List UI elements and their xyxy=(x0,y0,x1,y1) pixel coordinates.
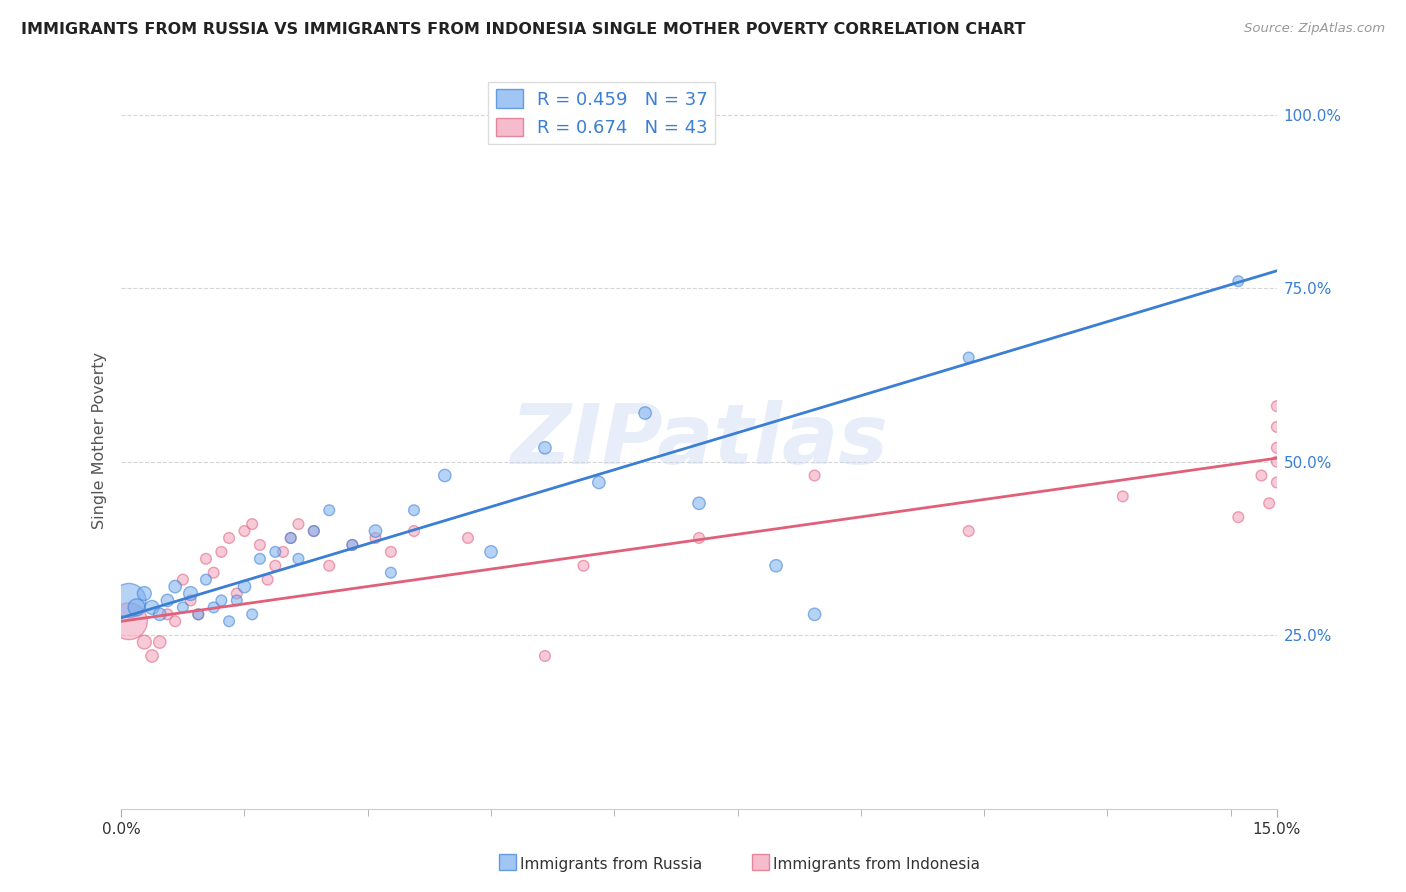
Point xyxy=(803,607,825,622)
Point xyxy=(1265,399,1288,413)
Text: Immigrants from Russia: Immigrants from Russia xyxy=(520,857,703,872)
Point xyxy=(194,573,217,587)
Point xyxy=(402,503,425,517)
Point xyxy=(364,524,387,538)
Point xyxy=(634,406,657,420)
Point xyxy=(302,524,325,538)
Point xyxy=(402,524,425,538)
Point xyxy=(233,580,256,594)
Point xyxy=(180,586,202,600)
Point xyxy=(125,600,148,615)
Point xyxy=(156,607,179,622)
Point xyxy=(688,531,710,545)
Point xyxy=(172,573,194,587)
Point xyxy=(1265,475,1288,490)
Point xyxy=(264,558,287,573)
Text: IMMIGRANTS FROM RUSSIA VS IMMIGRANTS FROM INDONESIA SINGLE MOTHER POVERTY CORREL: IMMIGRANTS FROM RUSSIA VS IMMIGRANTS FRO… xyxy=(21,22,1025,37)
Point xyxy=(1112,489,1135,503)
Point xyxy=(1250,468,1272,483)
Point xyxy=(688,496,710,510)
Point xyxy=(280,531,302,545)
Point xyxy=(1227,510,1250,524)
Point xyxy=(218,531,240,545)
Point xyxy=(149,635,172,649)
Text: Immigrants from Indonesia: Immigrants from Indonesia xyxy=(773,857,980,872)
Point xyxy=(1227,274,1250,288)
Point xyxy=(187,607,209,622)
Point xyxy=(141,648,163,663)
Point xyxy=(1265,455,1288,469)
Point xyxy=(280,531,302,545)
Point xyxy=(202,566,225,580)
Point xyxy=(249,551,271,566)
Point xyxy=(172,600,194,615)
Point xyxy=(342,538,364,552)
Point xyxy=(287,551,309,566)
Point xyxy=(225,593,247,607)
Point xyxy=(233,524,256,538)
Legend: R = 0.459   N = 37, R = 0.674   N = 43: R = 0.459 N = 37, R = 0.674 N = 43 xyxy=(488,82,716,145)
Point xyxy=(194,551,217,566)
Point xyxy=(209,545,232,559)
Point xyxy=(180,593,202,607)
Point xyxy=(134,586,156,600)
Point xyxy=(149,607,172,622)
Point xyxy=(240,607,263,622)
Point xyxy=(165,580,187,594)
Point xyxy=(534,648,557,663)
Point xyxy=(287,517,309,532)
Point xyxy=(249,538,271,552)
Point xyxy=(240,517,263,532)
Point xyxy=(271,545,294,559)
Point xyxy=(187,607,209,622)
Point xyxy=(225,586,247,600)
Point xyxy=(572,558,595,573)
Point xyxy=(302,524,325,538)
Point xyxy=(134,635,156,649)
Point xyxy=(156,593,179,607)
Point xyxy=(141,600,163,615)
Point xyxy=(218,614,240,628)
Point xyxy=(803,468,825,483)
Point xyxy=(318,503,340,517)
Point xyxy=(264,545,287,559)
Point xyxy=(364,531,387,545)
Point xyxy=(588,475,610,490)
Point xyxy=(957,351,980,365)
Point xyxy=(957,524,980,538)
Point xyxy=(380,545,402,559)
Point xyxy=(256,573,278,587)
Point xyxy=(1265,420,1288,434)
Point xyxy=(380,566,402,580)
Point xyxy=(479,545,502,559)
Text: ZIPatlas: ZIPatlas xyxy=(510,401,889,482)
Point xyxy=(765,558,787,573)
Point xyxy=(209,593,232,607)
Point xyxy=(202,600,225,615)
Point xyxy=(118,614,141,628)
Text: Source: ZipAtlas.com: Source: ZipAtlas.com xyxy=(1244,22,1385,36)
Point xyxy=(165,614,187,628)
Point xyxy=(1265,441,1288,455)
Point xyxy=(118,593,141,607)
Point xyxy=(457,531,479,545)
Point xyxy=(1258,496,1281,510)
Point xyxy=(433,468,456,483)
Point xyxy=(342,538,364,552)
Y-axis label: Single Mother Poverty: Single Mother Poverty xyxy=(93,352,107,529)
Point xyxy=(534,441,557,455)
Point xyxy=(318,558,340,573)
